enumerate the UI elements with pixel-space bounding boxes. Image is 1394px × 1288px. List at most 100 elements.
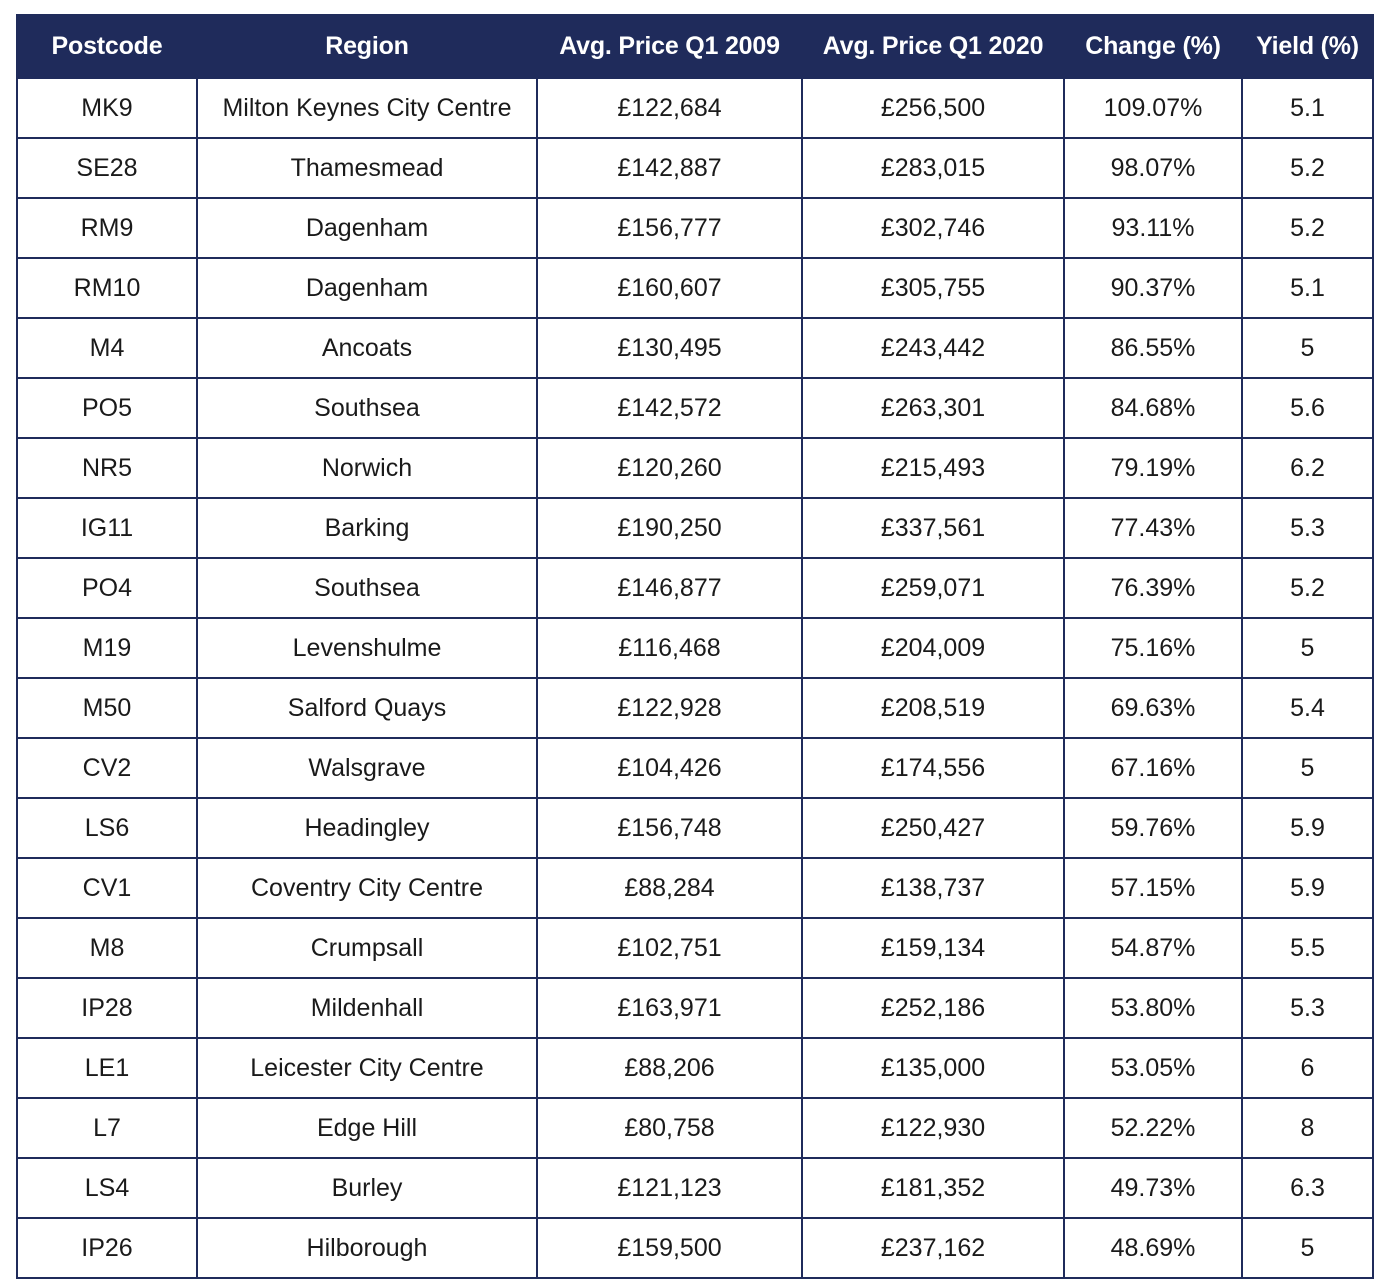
avg-price-2020-cell: £337,561: [801, 497, 1065, 559]
avg-price-2009-cell: £88,206: [536, 1037, 803, 1099]
table-row: PO5 Southsea £142,572 £263,301 84.68% 5.6: [16, 377, 1374, 439]
region-cell: Barking: [196, 497, 538, 559]
yield-cell: 5.2: [1241, 197, 1374, 259]
postcode-cell: LE1: [16, 1037, 198, 1099]
avg-price-2009-cell: £190,250: [536, 497, 803, 559]
postcode-cell: SE28: [16, 137, 198, 199]
avg-price-2020-cell: £250,427: [801, 797, 1065, 859]
table-row: M4 Ancoats £130,495 £243,442 86.55% 5: [16, 317, 1374, 379]
table-row: LS4 Burley £121,123 £181,352 49.73% 6.3: [16, 1157, 1374, 1219]
change-cell: 90.37%: [1063, 257, 1243, 319]
header-region: Region: [196, 14, 538, 79]
region-cell: Milton Keynes City Centre: [196, 77, 538, 139]
avg-price-2020-cell: £122,930: [801, 1097, 1065, 1159]
postcode-cell: CV2: [16, 737, 198, 799]
avg-price-2009-cell: £122,684: [536, 77, 803, 139]
region-cell: Leicester City Centre: [196, 1037, 538, 1099]
avg-price-2009-cell: £142,887: [536, 137, 803, 199]
region-cell: Mildenhall: [196, 977, 538, 1039]
avg-price-2009-cell: £104,426: [536, 737, 803, 799]
avg-price-2009-cell: £159,500: [536, 1217, 803, 1279]
yield-cell: 5.3: [1241, 497, 1374, 559]
postcode-cell: L7: [16, 1097, 198, 1159]
yield-cell: 6.2: [1241, 437, 1374, 499]
postcode-cell: CV1: [16, 857, 198, 919]
avg-price-2009-cell: £146,877: [536, 557, 803, 619]
yield-cell: 5: [1241, 737, 1374, 799]
table-row: LE1 Leicester City Centre £88,206 £135,000 5…: [16, 1037, 1374, 1099]
avg-price-2020-cell: £283,015: [801, 137, 1065, 199]
yield-cell: 5: [1241, 1217, 1374, 1279]
change-cell: 53.05%: [1063, 1037, 1243, 1099]
postcode-cell: RM10: [16, 257, 198, 319]
region-cell: Dagenham: [196, 197, 538, 259]
region-cell: Coventry City Centre: [196, 857, 538, 919]
yield-cell: 5.9: [1241, 857, 1374, 919]
region-cell: Norwich: [196, 437, 538, 499]
postcode-cell: IP28: [16, 977, 198, 1039]
avg-price-2009-cell: £142,572: [536, 377, 803, 439]
table-row: L7 Edge Hill £80,758 £122,930 52.22% 8: [16, 1097, 1374, 1159]
table-row: SE28 Thamesmead £142,887 £283,015 98.07% 5.2: [16, 137, 1374, 199]
header-row: Postcode Region Avg. Price Q1 2009 Avg. …: [16, 14, 1374, 79]
change-cell: 57.15%: [1063, 857, 1243, 919]
avg-price-2009-cell: £88,284: [536, 857, 803, 919]
yield-cell: 5.5: [1241, 917, 1374, 979]
avg-price-2020-cell: £237,162: [801, 1217, 1065, 1279]
change-cell: 75.16%: [1063, 617, 1243, 679]
table-row: RM9 Dagenham £156,777 £302,746 93.11% 5.2: [16, 197, 1374, 259]
change-cell: 98.07%: [1063, 137, 1243, 199]
avg-price-2020-cell: £159,134: [801, 917, 1065, 979]
change-cell: 67.16%: [1063, 737, 1243, 799]
avg-price-2020-cell: £243,442: [801, 317, 1065, 379]
table-row: M8 Crumpsall £102,751 £159,134 54.87% 5.5: [16, 917, 1374, 979]
avg-price-2020-cell: £302,746: [801, 197, 1065, 259]
postcode-cell: PO5: [16, 377, 198, 439]
yield-cell: 6.3: [1241, 1157, 1374, 1219]
region-cell: Headingley: [196, 797, 538, 859]
postcode-cell: LS4: [16, 1157, 198, 1219]
postcode-cell: MK9: [16, 77, 198, 139]
region-cell: Hilborough: [196, 1217, 538, 1279]
header-yield: Yield (%): [1241, 14, 1374, 79]
header-avg-price-2009: Avg. Price Q1 2009: [536, 14, 803, 79]
change-cell: 93.11%: [1063, 197, 1243, 259]
table-row: M50 Salford Quays £122,928 £208,519 69.63% 5.…: [16, 677, 1374, 739]
change-cell: 52.22%: [1063, 1097, 1243, 1159]
avg-price-2020-cell: £135,000: [801, 1037, 1065, 1099]
yield-cell: 5.4: [1241, 677, 1374, 739]
avg-price-2009-cell: £121,123: [536, 1157, 803, 1219]
avg-price-2009-cell: £130,495: [536, 317, 803, 379]
change-cell: 54.87%: [1063, 917, 1243, 979]
header-avg-price-2020: Avg. Price Q1 2020: [801, 14, 1065, 79]
change-cell: 86.55%: [1063, 317, 1243, 379]
postcode-cell: IP26: [16, 1217, 198, 1279]
avg-price-2020-cell: £204,009: [801, 617, 1065, 679]
avg-price-2020-cell: £181,352: [801, 1157, 1065, 1219]
yield-cell: 5: [1241, 617, 1374, 679]
table-row: M19 Levenshulme £116,468 £204,009 75.16% 5: [16, 617, 1374, 679]
avg-price-2009-cell: £163,971: [536, 977, 803, 1039]
avg-price-2020-cell: £305,755: [801, 257, 1065, 319]
change-cell: 109.07%: [1063, 77, 1243, 139]
avg-price-2020-cell: £215,493: [801, 437, 1065, 499]
table-header: Postcode Region Avg. Price Q1 2009 Avg. …: [16, 14, 1374, 79]
avg-price-2009-cell: £156,777: [536, 197, 803, 259]
avg-price-2020-cell: £263,301: [801, 377, 1065, 439]
table-row: PO4 Southsea £146,877 £259,071 76.39% 5.2: [16, 557, 1374, 619]
yield-cell: 8: [1241, 1097, 1374, 1159]
table-row: IP28 Mildenhall £163,971 £252,186 53.80% 5.3: [16, 977, 1374, 1039]
change-cell: 49.73%: [1063, 1157, 1243, 1219]
price-growth-table: Postcode Region Avg. Price Q1 2009 Avg. …: [16, 14, 1374, 1279]
yield-cell: 5.1: [1241, 257, 1374, 319]
avg-price-2009-cell: £102,751: [536, 917, 803, 979]
postcode-cell: M19: [16, 617, 198, 679]
header-change: Change (%): [1063, 14, 1243, 79]
yield-cell: 5: [1241, 317, 1374, 379]
postcode-cell: M4: [16, 317, 198, 379]
postcode-cell: NR5: [16, 437, 198, 499]
yield-cell: 5.9: [1241, 797, 1374, 859]
table-row: IG11 Barking £190,250 £337,561 77.43% 5.3: [16, 497, 1374, 559]
table-row: CV1 Coventry City Centre £88,284 £138,737 57…: [16, 857, 1374, 919]
postcode-cell: LS6: [16, 797, 198, 859]
